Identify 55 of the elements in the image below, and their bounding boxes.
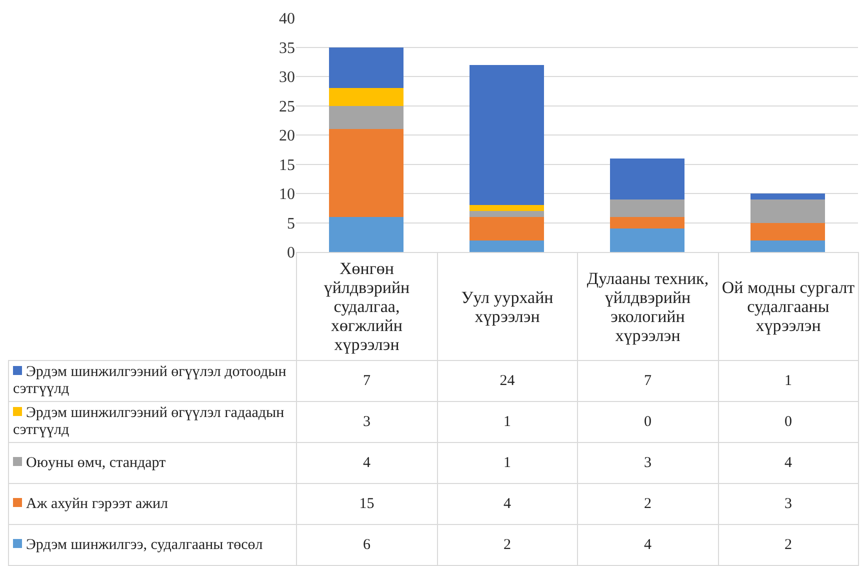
x-tick-label: Дулааны техник, үйлдвэрийн экологийн хүрээлэн <box>578 252 718 360</box>
bar <box>329 47 404 88</box>
data-label: 4 <box>718 442 858 484</box>
y-tick-label: 15 <box>279 156 295 174</box>
data-label: 2 <box>578 484 718 524</box>
data-label: 1 <box>437 442 578 484</box>
bar <box>610 158 684 200</box>
data-label: 3 <box>718 484 858 524</box>
data-label: 6 <box>296 524 437 566</box>
bar <box>610 216 684 229</box>
data-label: 7 <box>296 360 437 402</box>
legend-label: Оюуны өмч, стандарт <box>8 442 296 484</box>
bar <box>750 222 825 240</box>
legend-label: Эрдэм шинжилгээний өгүүлэл дотоодын сэтгүүлд <box>8 360 296 402</box>
bar <box>610 199 684 217</box>
bar <box>329 129 404 217</box>
data-label: 1 <box>718 360 858 402</box>
bar <box>470 211 544 217</box>
data-label: 1 <box>437 402 578 442</box>
bar <box>750 194 825 200</box>
bar <box>329 106 404 130</box>
legend-label: Эрдэм шинжилгээ, судалгааны төсөл <box>8 524 296 566</box>
y-tick-label: 0 <box>287 244 295 262</box>
data-label: 0 <box>578 402 718 442</box>
data-label: 4 <box>578 524 718 566</box>
bar <box>610 228 684 252</box>
bar <box>470 240 544 252</box>
y-tick-label: 5 <box>287 215 295 232</box>
legend-label: Аж ахуйн гэрээт ажил <box>8 484 296 524</box>
x-tick-label: Ой модны сургалт судалгааны хүрээлэн <box>718 252 858 360</box>
bar <box>470 216 544 240</box>
x-tick-label: Хөнгөн үйлдвэрийн судалгаа, хөгжлийн хүрээлэн <box>296 252 437 360</box>
bar <box>329 88 404 106</box>
data-label: 0 <box>718 402 858 442</box>
bar <box>750 199 825 223</box>
y-tick-label: 10 <box>279 186 295 204</box>
data-label: 4 <box>437 484 578 524</box>
data-label: 2 <box>437 524 578 566</box>
bar <box>750 240 825 252</box>
bar <box>329 216 404 252</box>
bar <box>470 205 544 212</box>
data-label: 2 <box>718 524 858 566</box>
data-label: 3 <box>578 442 718 484</box>
legend-label: Эрдэм шинжилгээний өгүүлэл гадаадын сэтгүүлд <box>8 402 296 442</box>
y-tick-label: 30 <box>279 69 295 86</box>
data-label: 3 <box>296 402 437 442</box>
y-tick-label: 25 <box>279 98 295 116</box>
data-label: 7 <box>578 360 718 402</box>
y-tick-label: 35 <box>279 40 295 57</box>
data-label: 24 <box>437 360 578 402</box>
x-tick-label: Уул уурхайн хүрээлэн <box>437 252 578 360</box>
data-label: 4 <box>296 442 437 484</box>
bar <box>470 64 544 206</box>
y-tick-label: 40 <box>279 10 295 28</box>
y-tick-label: 20 <box>279 128 295 145</box>
